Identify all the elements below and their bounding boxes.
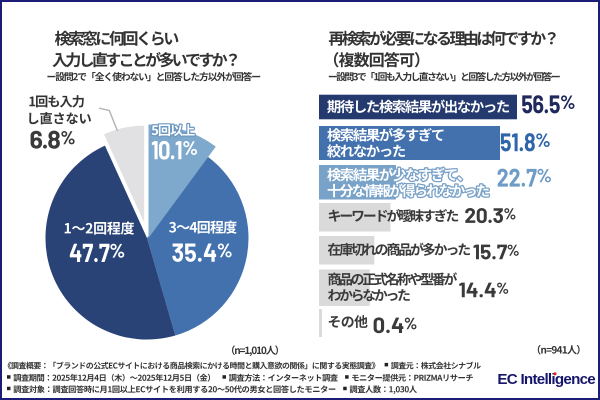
svg-text:EC Intelligence: EC Intelligence xyxy=(497,371,595,388)
